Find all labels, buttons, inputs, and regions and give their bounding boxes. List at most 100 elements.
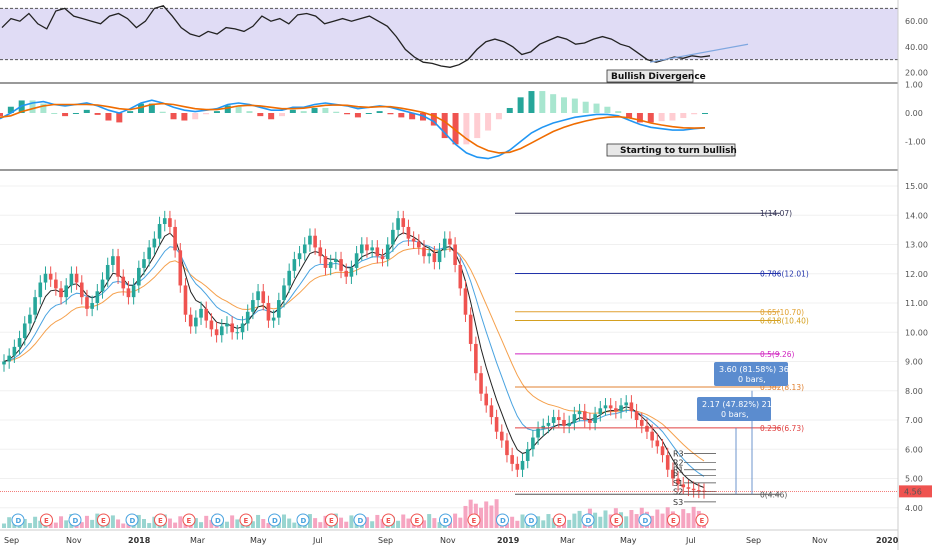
event-marker [97, 513, 110, 527]
event-label: E [101, 517, 106, 525]
candle-body [287, 270, 291, 286]
candle-body [639, 420, 644, 426]
volume-bar [629, 510, 634, 528]
event-label: E [614, 517, 619, 525]
event-label: D [586, 517, 592, 525]
macd-histogram-bar [322, 107, 329, 113]
volume-bar [463, 505, 468, 528]
candle-body [308, 235, 312, 245]
candle-body [354, 253, 359, 268]
candle-body [448, 238, 452, 245]
macd-tick-label: 0.00 [905, 109, 923, 118]
volume-bar [224, 521, 229, 528]
time-tick-label: Nov [66, 536, 82, 545]
candle-body [282, 285, 286, 301]
macd-histogram-bar [420, 113, 426, 121]
volume-bar [624, 516, 629, 528]
candle-body [396, 218, 400, 230]
rsi-line [1, 5, 711, 68]
candle-body [219, 326, 224, 336]
volume-bar [193, 518, 198, 528]
candle-body [551, 417, 556, 423]
volume-bar [572, 513, 577, 528]
macd-histogram-bar [571, 98, 578, 113]
candle-body [541, 425, 546, 429]
candle-body [479, 373, 483, 394]
candle-body [230, 323, 234, 333]
macd-histogram-bar [213, 111, 220, 113]
macd-histogram-bar [485, 113, 492, 131]
candle-body [681, 484, 686, 488]
volume-bar [282, 514, 286, 528]
ma-slow-line [3, 247, 705, 462]
candle-body [437, 250, 442, 263]
event-label: D [500, 517, 506, 525]
macd-histogram-bar [333, 111, 340, 113]
candle-body [474, 343, 478, 374]
macd-histogram-bar [268, 113, 275, 120]
candle-body [686, 487, 691, 489]
candle-body [417, 241, 421, 248]
event-marker [496, 513, 509, 527]
candle-body [510, 455, 514, 464]
candle-body [266, 303, 271, 321]
macd-panel: Starting to turn bullish 1.00 0.00 -1.00 [0, 81, 926, 171]
volume-bar [344, 521, 349, 528]
time-tick-label: May [250, 536, 267, 545]
event-marker [11, 513, 25, 527]
candle-body [406, 226, 411, 239]
candle-body [598, 408, 603, 415]
macd-histogram-bar [105, 113, 112, 121]
candle-body [240, 323, 245, 333]
macd-histogram-bar [289, 109, 296, 113]
candle-body [453, 244, 457, 265]
volume-bar [2, 523, 6, 528]
volume-bar [603, 510, 608, 528]
volume-bar [147, 523, 152, 528]
candle-body [375, 247, 380, 257]
fib-level-label: 0.236(6.73) [760, 424, 804, 433]
volume-bar [142, 519, 146, 528]
candle-body [525, 449, 530, 461]
volume-bar [432, 518, 437, 528]
macd-histogram-bar [528, 91, 535, 113]
candle-body [463, 288, 468, 315]
candle-body [261, 291, 266, 303]
macd-histogram-bar [550, 94, 557, 113]
volume-bar [681, 509, 686, 528]
event-label: E [700, 517, 705, 525]
volume-bar [22, 519, 27, 528]
candle-body [557, 417, 561, 420]
price-tick-label: 7.00 [905, 416, 923, 425]
candle-body [422, 247, 426, 257]
macd-histogram-bar [636, 113, 643, 123]
macd-histogram-bar [148, 103, 155, 113]
candle-body [520, 460, 525, 470]
macd-histogram-bar [702, 113, 708, 114]
volume-bar [204, 515, 209, 528]
candle-body [235, 332, 240, 334]
candle-body [48, 273, 53, 280]
candle-body [38, 282, 43, 298]
candle-body [593, 414, 597, 423]
event-label: D [73, 517, 79, 525]
pivot-label: S2 [673, 488, 683, 497]
volume-bar [84, 515, 89, 528]
candle-body [54, 279, 58, 289]
time-tick-label: Nov [812, 536, 828, 545]
measure-box-line2: 0 bars, [738, 375, 766, 384]
volume-bar [178, 516, 183, 528]
candle-body [442, 238, 447, 251]
candle-body [22, 323, 27, 339]
measure-box-line2: 0 bars, [721, 410, 749, 419]
volume-bar [235, 519, 240, 528]
volume-bar [593, 512, 598, 528]
candle-body [64, 285, 69, 298]
event-marker [239, 513, 253, 527]
macd-histogram-bar [615, 111, 622, 113]
macd-histogram-bar [669, 113, 676, 121]
event-label: E [415, 517, 420, 525]
event-label: D [358, 517, 364, 525]
macd-histogram-bar [582, 101, 589, 113]
pivot-label: S1 [673, 479, 683, 488]
